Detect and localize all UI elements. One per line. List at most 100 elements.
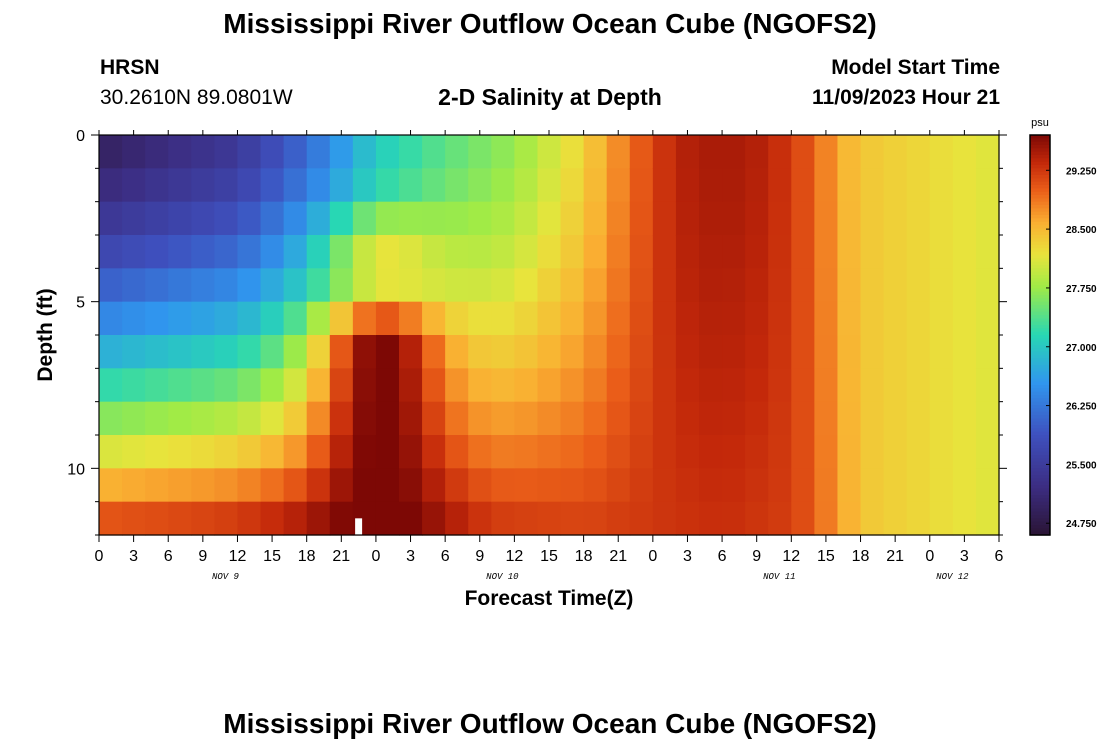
- colorbar-segment: [1030, 461, 1050, 466]
- colorbar-segment: [1030, 141, 1050, 146]
- heatmap-cell: [329, 401, 354, 436]
- heatmap-cell: [422, 468, 446, 503]
- heatmap-cell: [191, 135, 215, 169]
- heatmap-cell: [422, 168, 446, 203]
- heatmap-cell: [768, 335, 792, 369]
- x-tick-label: 3: [683, 548, 692, 565]
- heatmap-cell: [145, 201, 169, 236]
- heatmap-cell: [560, 368, 585, 403]
- heatmap-cell: [652, 468, 677, 503]
- heatmap-cell: [675, 201, 700, 236]
- heatmap-cell: [652, 368, 677, 403]
- heatmap-cell: [791, 368, 815, 403]
- heatmap-cell: [191, 501, 215, 536]
- heatmap-cell: [814, 435, 839, 469]
- chart-title: Mississippi River Outflow Ocean Cube (NG…: [223, 8, 877, 39]
- heatmap-cell: [283, 268, 308, 303]
- colorbar-segment: [1030, 285, 1050, 289]
- heatmap-cell: [537, 201, 562, 236]
- heatmap-cell: [99, 135, 123, 169]
- x-tick-label: 3: [406, 548, 415, 565]
- heatmap-cell: [306, 335, 331, 369]
- x-tick-label: 0: [925, 548, 934, 565]
- heatmap-cell: [583, 335, 608, 369]
- heatmap-cell: [768, 201, 792, 236]
- heatmap-cell: [399, 235, 423, 269]
- heatmap-cell: [791, 201, 815, 236]
- heatmap-cell: [745, 135, 769, 169]
- heatmap-cell: [422, 501, 446, 536]
- heatmap-cell: [860, 135, 885, 169]
- heatmap-cell: [445, 335, 469, 369]
- heatmap-cell: [652, 235, 677, 269]
- heatmap-cell: [814, 168, 839, 203]
- colorbar-segment: [1030, 315, 1050, 319]
- heatmap-cell: [283, 401, 308, 436]
- heatmap-cell: [860, 401, 885, 436]
- heatmap-cell: [283, 168, 308, 203]
- heatmap-cell: [468, 201, 492, 236]
- model-start-label: Model Start Time: [831, 56, 1000, 79]
- heatmap-cell: [699, 135, 723, 169]
- heatmap-cell: [975, 368, 1000, 403]
- heatmap-cell: [975, 201, 1000, 236]
- heatmap-cell: [445, 168, 469, 203]
- heatmap-cell: [145, 301, 169, 336]
- colorbar-segment: [1030, 435, 1050, 439]
- heatmap-cell: [906, 168, 931, 203]
- colorbar-segment: [1030, 225, 1050, 229]
- heatmap-cell: [514, 435, 539, 469]
- heatmap-cell: [814, 135, 839, 169]
- heatmap-cell: [722, 201, 746, 236]
- heatmap-cell: [237, 435, 262, 469]
- heatmap-cell: [975, 468, 1000, 503]
- heatmap-cell: [722, 468, 746, 503]
- colorbar-segment: [1030, 295, 1050, 299]
- heatmap-cell: [791, 335, 815, 369]
- heatmap-cell: [699, 435, 723, 469]
- x-tick-label: 21: [609, 548, 627, 565]
- x-tick-label: 21: [332, 548, 350, 565]
- heatmap-cell: [214, 468, 239, 503]
- colorbar-segment: [1030, 521, 1050, 526]
- colorbar-segment: [1030, 221, 1050, 226]
- heatmap-cell: [99, 435, 123, 469]
- heatmap-cell: [122, 401, 146, 436]
- day-label: NOV 12: [936, 572, 969, 582]
- heatmap-cell: [99, 335, 123, 369]
- colorbar-segment: [1030, 135, 1050, 139]
- heatmap-cell: [745, 368, 769, 403]
- model-start-value: 11/09/2023 Hour 21: [812, 86, 1000, 109]
- colorbar-segment: [1030, 291, 1050, 296]
- heatmap-cell: [583, 135, 608, 169]
- colorbar-segment: [1030, 191, 1050, 196]
- heatmap-cell: [468, 401, 492, 436]
- heatmap-cell: [491, 135, 515, 169]
- colorbar-unit: psu: [1031, 117, 1049, 129]
- heatmap-cell: [837, 401, 862, 436]
- heatmap-cell: [906, 401, 931, 436]
- heatmap-cell: [975, 435, 1000, 469]
- heatmap-cell: [122, 335, 146, 369]
- colorbar-segment: [1030, 245, 1050, 249]
- heatmap-cell: [975, 135, 1000, 169]
- heatmap-cell: [375, 268, 400, 303]
- heatmap-cell: [745, 468, 769, 503]
- heatmap-cell: [537, 235, 562, 269]
- heatmap-cell: [906, 268, 931, 303]
- heatmap-cell: [99, 168, 123, 203]
- heatmap-cell: [906, 135, 931, 169]
- heatmap-cell: [975, 268, 1000, 303]
- heatmap-cell: [860, 268, 885, 303]
- heatmap-cell: [191, 235, 215, 269]
- heatmap-cell: [237, 301, 262, 336]
- colorbar-segment: [1030, 161, 1050, 166]
- heatmap-cell: [445, 201, 469, 236]
- heatmap-cell: [837, 201, 862, 236]
- heatmap-cell: [560, 201, 585, 236]
- heatmap-cell: [375, 168, 400, 203]
- heatmap-cell: [652, 201, 677, 236]
- heatmap-cell: [629, 168, 654, 203]
- heatmap-cell: [722, 168, 746, 203]
- heatmap-cell: [883, 368, 908, 403]
